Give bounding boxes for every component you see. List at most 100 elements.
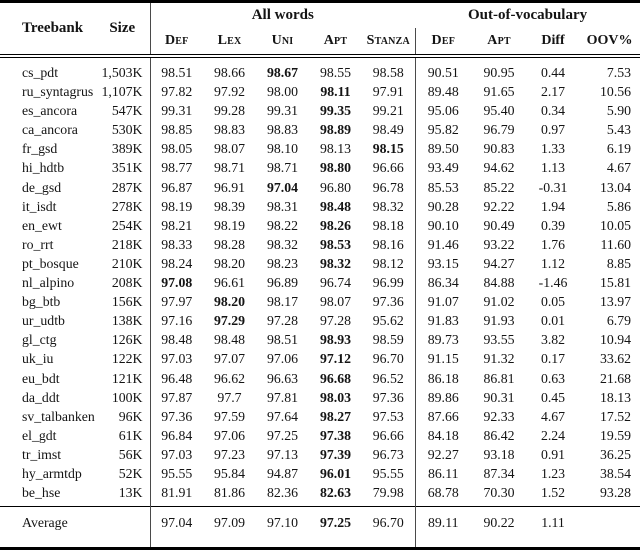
all-words-value: 97.25 <box>266 427 299 443</box>
size-value: 278K <box>111 198 143 214</box>
oov-percent-value: 10.94 <box>600 332 632 348</box>
all-words-value: 97.04 <box>149 506 203 549</box>
column-header-treebank: Treebank <box>0 1 95 58</box>
oov-value: 90.31 <box>483 389 515 405</box>
oov-diff-value: 1.12 <box>540 255 566 271</box>
column-header-oov-diff: Diff <box>527 28 580 58</box>
size-value <box>95 506 150 549</box>
oov-value: 95.06 <box>414 101 472 121</box>
all-words-value: 96.73 <box>372 446 404 462</box>
treebank-name: ru_syntagrus <box>22 84 94 100</box>
table-row: eu_bdt 121K 96.48 96.62 96.63 96.68 96.52 86.18… <box>0 368 640 388</box>
column-header-oov-percent: OOV% <box>579 28 640 58</box>
table-row: sv_talbanken 96K 97.36 97.59 97.64 98.27 97.53… <box>0 406 640 426</box>
treebank-name: ur_udtb <box>22 313 65 329</box>
all-words-value: 98.48 <box>213 332 246 348</box>
column-header-oov-def: Def <box>414 28 472 58</box>
oov-value: 91.07 <box>414 292 472 312</box>
all-words-value: 98.18 <box>372 217 404 233</box>
all-words-value: 95.84 <box>213 465 246 481</box>
all-words-value: 98.48 <box>149 330 203 350</box>
all-words-value: 97.36 <box>372 294 404 310</box>
oov-value: 92.22 <box>483 198 515 214</box>
all-words-value: 96.66 <box>372 427 404 443</box>
all-words-value: 98.77 <box>149 158 203 178</box>
column-group-all-words: All words <box>149 1 416 28</box>
all-words-value: 96.70 <box>362 506 416 549</box>
all-words-value: 98.32 <box>319 255 352 271</box>
size-value: 56K <box>118 446 143 462</box>
all-words-value: 98.93 <box>319 332 352 348</box>
all-words-value: 97.64 <box>266 408 299 424</box>
oov-value: 86.34 <box>414 273 472 293</box>
all-words-value: 96.89 <box>266 275 299 291</box>
all-words-value: 98.66 <box>213 65 246 80</box>
all-words-value: 96.78 <box>372 179 404 195</box>
all-words-value: 95.55 <box>372 465 404 481</box>
all-words-value: 79.98 <box>372 485 404 501</box>
all-words-value: 96.62 <box>213 370 246 386</box>
oov-value: 86.42 <box>483 427 515 443</box>
all-words-value: 98.21 <box>149 215 203 235</box>
all-words-value: 97.09 <box>203 506 256 549</box>
average-row: Average 97.04 97.09 97.10 97.25 96.70 89.11 90.… <box>0 506 640 549</box>
oov-value: 84.88 <box>483 275 515 291</box>
oov-percent-value: 93.28 <box>600 485 632 501</box>
all-words-value: 96.68 <box>319 370 352 386</box>
all-words-value: 98.55 <box>319 65 352 80</box>
all-words-value: 97.87 <box>149 387 203 407</box>
table-row: ro_rrt 218K 98.33 98.28 98.32 98.53 98.16 91.46… <box>0 234 640 254</box>
all-words-value: 96.48 <box>149 368 203 388</box>
all-words-value: 98.53 <box>319 236 352 252</box>
treebank-name: nl_alpino <box>22 275 75 291</box>
all-words-value: 98.67 <box>266 65 299 80</box>
oov-value: 93.55 <box>483 332 515 348</box>
all-words-value: 97.12 <box>319 351 352 367</box>
oov-value: 90.22 <box>471 506 528 549</box>
oov-value: 95.82 <box>414 120 472 140</box>
all-words-value: 96.01 <box>319 465 352 481</box>
oov-value: 89.48 <box>414 82 472 102</box>
all-words-value: 98.20 <box>213 294 246 310</box>
all-words-value: 98.58 <box>372 65 404 80</box>
all-words-value: 98.15 <box>372 141 404 157</box>
all-words-value: 97.28 <box>319 313 352 329</box>
oov-diff-value: 0.01 <box>540 313 566 329</box>
all-words-value: 98.07 <box>213 141 246 157</box>
all-words-value: 98.20 <box>213 255 246 271</box>
size-value: 547K <box>111 103 143 119</box>
all-words-value: 96.70 <box>372 351 404 367</box>
all-words-value: 98.16 <box>372 236 404 252</box>
all-words-value: 98.19 <box>213 217 246 233</box>
table-row: de_gsd 287K 96.87 96.91 97.04 96.80 96.78 85.53… <box>0 177 640 197</box>
all-words-value: 98.05 <box>149 139 203 159</box>
column-header-allwords-lex: Lex <box>203 28 256 58</box>
oov-percent-value: 5.43 <box>606 122 632 138</box>
all-words-value: 95.62 <box>372 313 404 329</box>
oov-percent-value: 5.90 <box>606 103 632 119</box>
average-label: Average <box>0 506 95 549</box>
oov-diff-value: 2.24 <box>540 427 566 443</box>
oov-value: 94.62 <box>483 160 515 176</box>
size-value: 100K <box>111 389 143 405</box>
oov-value: 87.34 <box>483 465 515 481</box>
all-words-value: 96.74 <box>319 275 352 291</box>
size-value: 52K <box>118 465 143 481</box>
all-words-value: 98.13 <box>319 141 352 157</box>
treebank-name: ro_rrt <box>22 236 54 252</box>
all-words-value: 97.16 <box>149 311 203 331</box>
all-words-value: 96.84 <box>149 425 203 445</box>
all-words-value: 99.28 <box>213 103 246 119</box>
all-words-value: 98.85 <box>149 120 203 140</box>
treebank-name: ca_ancora <box>22 122 78 138</box>
all-words-value: 97.36 <box>372 389 404 405</box>
all-words-value: 98.49 <box>372 122 404 138</box>
treebank-name: gl_ctg <box>22 332 57 348</box>
size-value: 121K <box>111 370 143 386</box>
all-words-value: 97.81 <box>266 389 299 405</box>
oov-diff-value: 1.94 <box>540 198 566 214</box>
oov-diff-value: 0.44 <box>540 65 566 80</box>
table-row: fr_gsd 389K 98.05 98.07 98.10 98.13 98.15 89.50… <box>0 139 640 159</box>
all-words-value: 82.63 <box>319 485 352 501</box>
oov-value: 91.65 <box>483 84 515 100</box>
